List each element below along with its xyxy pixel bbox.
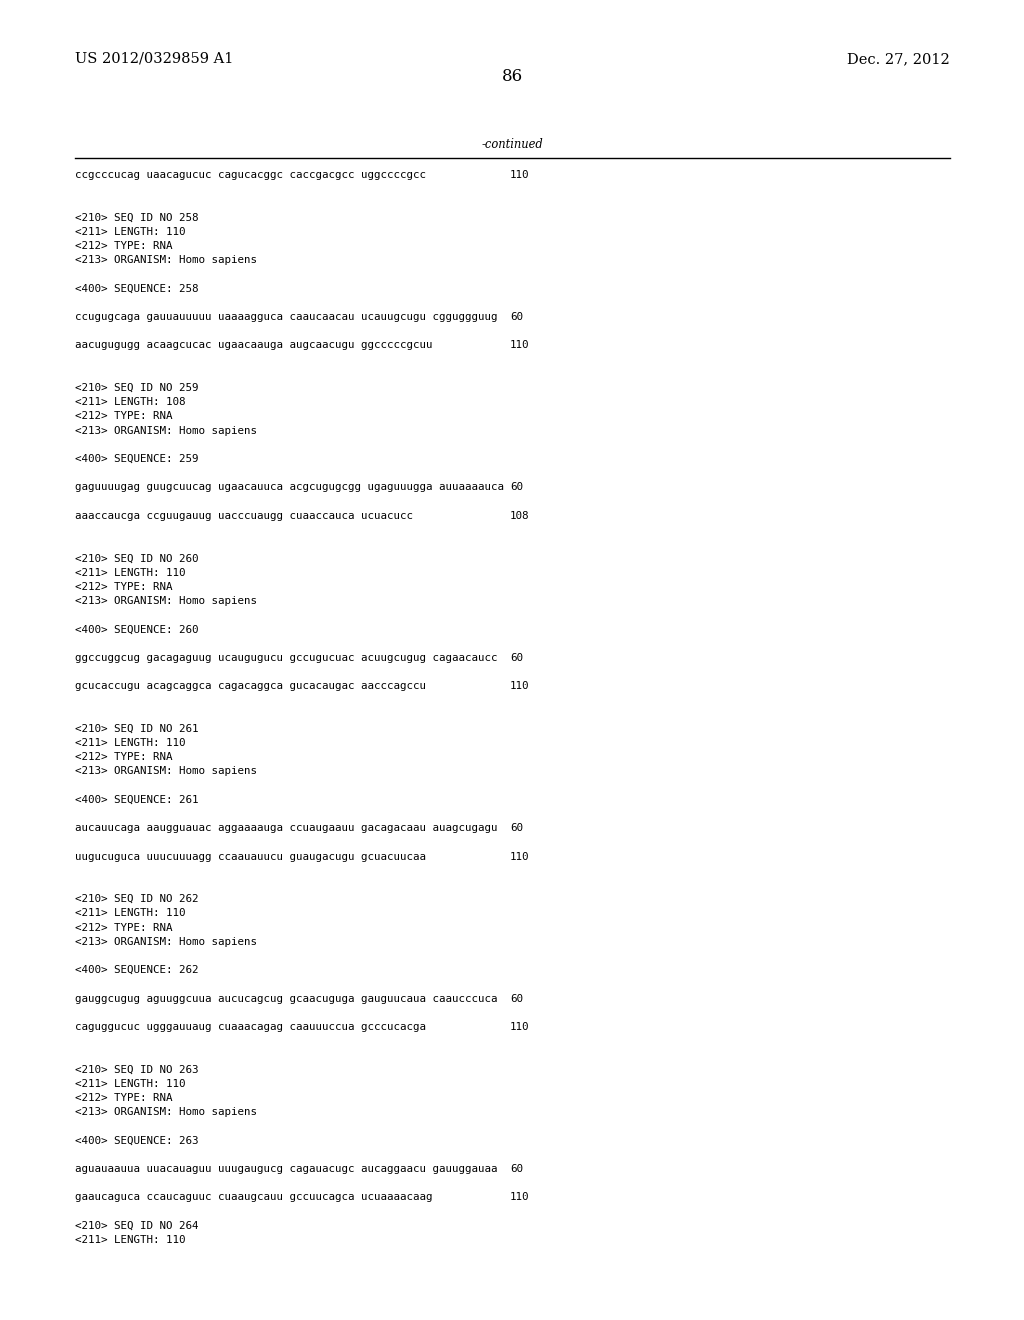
Text: <211> LENGTH: 110: <211> LENGTH: 110: [75, 908, 185, 919]
Text: <211> LENGTH: 108: <211> LENGTH: 108: [75, 397, 185, 407]
Text: <210> SEQ ID NO 261: <210> SEQ ID NO 261: [75, 723, 199, 734]
Text: <212> TYPE: RNA: <212> TYPE: RNA: [75, 412, 172, 421]
Text: aacugugugg acaagcucac ugaacaauga augcaacugu ggcccccgcuu: aacugugugg acaagcucac ugaacaauga augcaac…: [75, 341, 432, 350]
Text: <212> TYPE: RNA: <212> TYPE: RNA: [75, 1093, 172, 1104]
Text: 110: 110: [510, 851, 529, 862]
Text: <213> ORGANISM: Homo sapiens: <213> ORGANISM: Homo sapiens: [75, 255, 257, 265]
Text: Dec. 27, 2012: Dec. 27, 2012: [847, 51, 950, 66]
Text: <213> ORGANISM: Homo sapiens: <213> ORGANISM: Homo sapiens: [75, 1107, 257, 1117]
Text: <213> ORGANISM: Homo sapiens: <213> ORGANISM: Homo sapiens: [75, 937, 257, 946]
Text: gaguuuugag guugcuucag ugaacauuca acgcugugcgg ugaguuugga auuaaaauca: gaguuuugag guugcuucag ugaacauuca acgcugu…: [75, 482, 504, 492]
Text: <212> TYPE: RNA: <212> TYPE: RNA: [75, 923, 172, 933]
Text: <213> ORGANISM: Homo sapiens: <213> ORGANISM: Homo sapiens: [75, 425, 257, 436]
Text: 110: 110: [510, 341, 529, 350]
Text: <400> SEQUENCE: 263: <400> SEQUENCE: 263: [75, 1135, 199, 1146]
Text: aguauaauua uuacauaguu uuugaugucg cagauacugc aucaggaacu gauuggauaa: aguauaauua uuacauaguu uuugaugucg cagauac…: [75, 1164, 498, 1173]
Text: gaaucaguca ccaucaguuc cuaaugcauu gccuucagca ucuaaaacaag: gaaucaguca ccaucaguuc cuaaugcauu gccuuca…: [75, 1192, 432, 1203]
Text: <400> SEQUENCE: 258: <400> SEQUENCE: 258: [75, 284, 199, 293]
Text: aaaccaucga ccguugauug uacccuaugg cuaaccauca ucuacucc: aaaccaucga ccguugauug uacccuaugg cuaacca…: [75, 511, 413, 521]
Text: <212> TYPE: RNA: <212> TYPE: RNA: [75, 242, 172, 251]
Text: 110: 110: [510, 1022, 529, 1032]
Text: 60: 60: [510, 824, 523, 833]
Text: <400> SEQUENCE: 260: <400> SEQUENCE: 260: [75, 624, 199, 635]
Text: 110: 110: [510, 681, 529, 692]
Text: <211> LENGTH: 110: <211> LENGTH: 110: [75, 568, 185, 578]
Text: ccugugcaga gauuauuuuu uaaaagguca caaucaacau ucauugcugu cgguggguug: ccugugcaga gauuauuuuu uaaaagguca caaucaa…: [75, 312, 498, 322]
Text: 108: 108: [510, 511, 529, 521]
Text: gcucaccugu acagcaggca cagacaggca gucacaugac aacccagccu: gcucaccugu acagcaggca cagacaggca gucacau…: [75, 681, 426, 692]
Text: 110: 110: [510, 1192, 529, 1203]
Text: gauggcugug aguuggcuua aucucagcug gcaacuguga gauguucaua caaucccuca: gauggcugug aguuggcuua aucucagcug gcaacug…: [75, 994, 498, 1003]
Text: <400> SEQUENCE: 262: <400> SEQUENCE: 262: [75, 965, 199, 975]
Text: <213> ORGANISM: Homo sapiens: <213> ORGANISM: Homo sapiens: [75, 767, 257, 776]
Text: 60: 60: [510, 653, 523, 663]
Text: 60: 60: [510, 994, 523, 1003]
Text: 60: 60: [510, 312, 523, 322]
Text: <211> LENGTH: 110: <211> LENGTH: 110: [75, 1236, 185, 1245]
Text: -continued: -continued: [481, 139, 543, 150]
Text: <212> TYPE: RNA: <212> TYPE: RNA: [75, 582, 172, 591]
Text: <213> ORGANISM: Homo sapiens: <213> ORGANISM: Homo sapiens: [75, 597, 257, 606]
Text: ggccuggcug gacagaguug ucaugugucu gccugucuac acuugcugug cagaacaucc: ggccuggcug gacagaguug ucaugugucu gccuguc…: [75, 653, 498, 663]
Text: <210> SEQ ID NO 259: <210> SEQ ID NO 259: [75, 383, 199, 393]
Text: <400> SEQUENCE: 259: <400> SEQUENCE: 259: [75, 454, 199, 465]
Text: 60: 60: [510, 1164, 523, 1173]
Text: 86: 86: [502, 69, 522, 84]
Text: <210> SEQ ID NO 260: <210> SEQ ID NO 260: [75, 553, 199, 564]
Text: <211> LENGTH: 110: <211> LENGTH: 110: [75, 1078, 185, 1089]
Text: 60: 60: [510, 482, 523, 492]
Text: US 2012/0329859 A1: US 2012/0329859 A1: [75, 51, 233, 66]
Text: <210> SEQ ID NO 264: <210> SEQ ID NO 264: [75, 1221, 199, 1230]
Text: <210> SEQ ID NO 262: <210> SEQ ID NO 262: [75, 894, 199, 904]
Text: <210> SEQ ID NO 258: <210> SEQ ID NO 258: [75, 213, 199, 223]
Text: <210> SEQ ID NO 263: <210> SEQ ID NO 263: [75, 1065, 199, 1074]
Text: <211> LENGTH: 110: <211> LENGTH: 110: [75, 227, 185, 236]
Text: <211> LENGTH: 110: <211> LENGTH: 110: [75, 738, 185, 748]
Text: caguggucuc ugggauuaug cuaaacagag caauuuccua gcccucacga: caguggucuc ugggauuaug cuaaacagag caauuuc…: [75, 1022, 426, 1032]
Text: uugucuguca uuucuuuagg ccaauauucu guaugacugu gcuacuucaa: uugucuguca uuucuuuagg ccaauauucu guaugac…: [75, 851, 426, 862]
Text: ccgcccucag uaacagucuc cagucacggc caccgacgcc uggccccgcc: ccgcccucag uaacagucuc cagucacggc caccgac…: [75, 170, 426, 180]
Text: <212> TYPE: RNA: <212> TYPE: RNA: [75, 752, 172, 762]
Text: <400> SEQUENCE: 261: <400> SEQUENCE: 261: [75, 795, 199, 805]
Text: 110: 110: [510, 170, 529, 180]
Text: aucauucaga aaugguauac aggaaaauga ccuaugaauu gacagacaau auagcugagu: aucauucaga aaugguauac aggaaaauga ccuauga…: [75, 824, 498, 833]
